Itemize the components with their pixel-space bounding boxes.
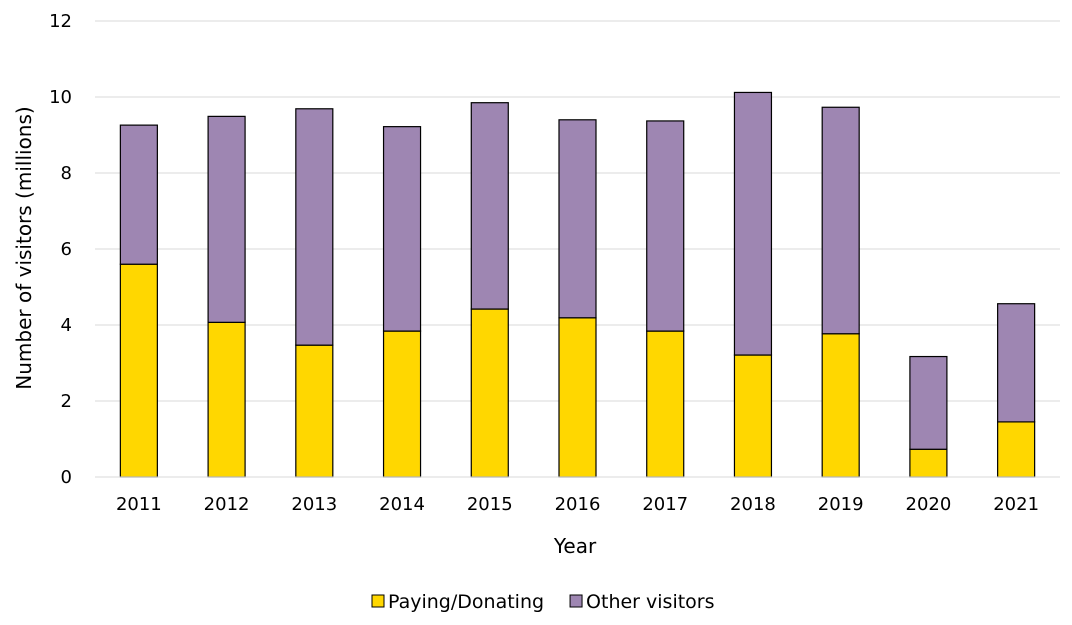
x-tick-label: 2013 — [291, 494, 337, 515]
bars — [119, 91, 1036, 478]
bar-other-2020 — [909, 355, 948, 450]
bar-other-2011 — [119, 124, 158, 265]
bar-other-2015 — [470, 102, 509, 310]
bar-other-2021 — [997, 303, 1036, 423]
bar-other-2017 — [646, 120, 685, 332]
x-tick-label: 2021 — [993, 494, 1039, 515]
legend: Paying/Donating Other visitors — [371, 591, 715, 613]
y-tick-label: 12 — [49, 11, 72, 32]
x-tick-label: 2014 — [379, 494, 425, 515]
bar-paying-2015 — [470, 308, 509, 478]
bar-other-2014 — [382, 126, 422, 332]
legend-swatch-other — [569, 594, 583, 608]
x-tick-label: 2018 — [730, 494, 776, 515]
bar-paying-2013 — [295, 344, 334, 478]
bar-other-2016 — [558, 119, 597, 319]
x-tick-label: 2020 — [906, 494, 952, 515]
legend-label-other: Other visitors — [586, 591, 714, 613]
x-tick-label: 2015 — [467, 494, 513, 515]
y-tick-label: 2 — [61, 391, 72, 412]
y-tick-label: 0 — [61, 467, 72, 488]
bar-paying-2011 — [119, 263, 158, 478]
bar-other-2012 — [207, 115, 246, 323]
bar-paying-2017 — [646, 330, 685, 478]
y-tick-label: 6 — [61, 239, 72, 260]
bar-other-2013 — [295, 108, 334, 346]
x-axis-ticks: 2011 2012 2013 2014 2015 2016 2017 2018 2019 2020… — [116, 494, 1039, 515]
x-tick-label: 2011 — [116, 494, 162, 515]
bar-other-2018 — [733, 91, 773, 356]
bar-paying-2012 — [207, 321, 246, 478]
x-tick-label: 2019 — [818, 494, 864, 515]
y-tick-label: 4 — [61, 315, 72, 336]
x-tick-label: 2017 — [642, 494, 688, 515]
y-tick-label: 10 — [49, 87, 72, 108]
bar-paying-2014 — [382, 330, 422, 478]
bar-paying-2018 — [733, 354, 773, 478]
x-axis-title: Year — [553, 534, 597, 558]
legend-swatch-paying — [371, 594, 385, 608]
bar-other-2019 — [821, 106, 860, 335]
bar-paying-2020 — [909, 448, 948, 478]
y-axis-ticks: 0 2 4 6 8 10 12 — [49, 11, 72, 488]
bar-paying-2021 — [997, 421, 1036, 478]
bar-paying-2019 — [821, 333, 860, 478]
x-tick-label: 2016 — [555, 494, 601, 515]
y-axis-title: Number of visitors (millions) — [12, 106, 36, 389]
bar-paying-2016 — [558, 317, 597, 478]
legend-label-paying: Paying/Donating — [388, 591, 544, 613]
y-tick-label: 8 — [61, 163, 72, 184]
x-tick-label: 2012 — [204, 494, 250, 515]
